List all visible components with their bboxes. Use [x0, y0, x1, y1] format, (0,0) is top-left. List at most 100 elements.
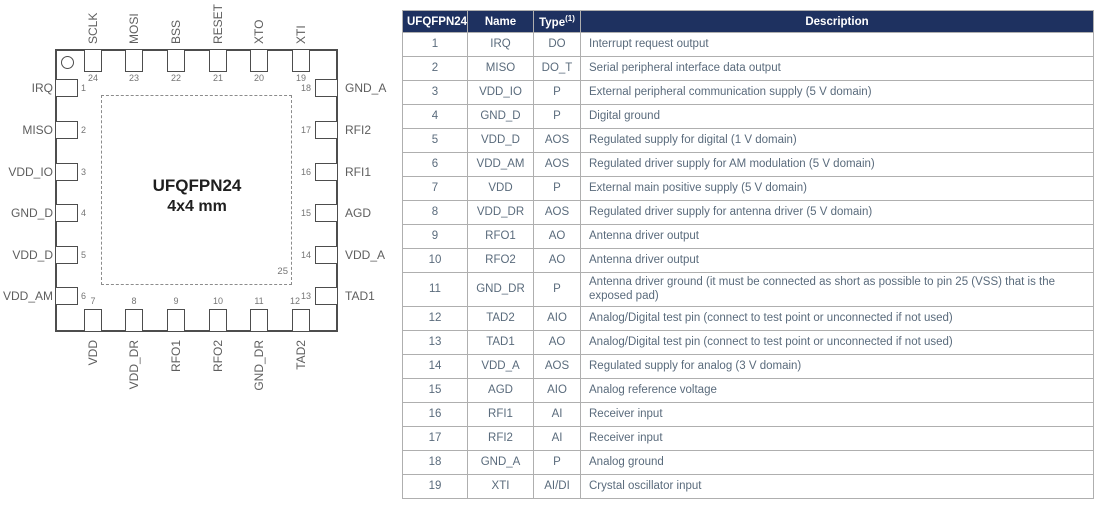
cell-pin: 7 [402, 176, 468, 201]
cell-type: AI [533, 426, 581, 451]
cell-desc: Regulated driver supply for antenna driv… [580, 200, 1094, 225]
cell-desc: Analog/Digital test pin (connect to test… [580, 306, 1094, 331]
cell-desc: Antenna driver output [580, 224, 1094, 249]
pin-pad [55, 163, 78, 181]
table-row: 4 GND_D P Digital ground [402, 104, 1094, 129]
table-row: 19 XTI AI/DI Crystal oscillator input [402, 474, 1094, 499]
cell-type: AOS [533, 152, 581, 177]
cell-desc: Regulated supply for digital (1 V domain… [580, 128, 1094, 153]
pin-label: VDD_D [12, 248, 53, 262]
cell-desc: Digital ground [580, 104, 1094, 129]
cell-name: VDD [467, 176, 534, 201]
header-row: UFQFPN24 Name Type(1) Description [402, 10, 1094, 33]
cell-desc: Receiver input [580, 402, 1094, 427]
table-row: 1 IRQ DO Interrupt request output [402, 32, 1094, 57]
table-row: 3 VDD_IO P External peripheral communicatio… [402, 80, 1094, 105]
cell-type: DO_T [533, 56, 581, 81]
pin-number: 4 [81, 208, 87, 218]
pin-pad [292, 49, 310, 72]
cell-desc: Antenna driver output [580, 248, 1094, 273]
cell-name: VDD_A [467, 354, 534, 379]
pin-label: TAD2 [294, 340, 308, 370]
pin-number: 23 [128, 73, 139, 83]
table-row: 15 AGD AIO Analog reference voltage [402, 378, 1094, 403]
cell-desc: Regulated driver supply for AM modulatio… [580, 152, 1094, 177]
cell-pin: 4 [402, 104, 468, 129]
cell-type: P [533, 80, 581, 105]
cell-name: AGD [467, 378, 534, 403]
pin-label: MOSI [127, 13, 141, 44]
pin-pad [315, 163, 338, 181]
pin-label: VDD_AM [2, 289, 53, 303]
pin-number: 17 [300, 125, 311, 135]
pin1-marker-icon [61, 56, 74, 69]
cell-name: GND_D [467, 104, 534, 129]
cell-pin: 2 [402, 56, 468, 81]
pin-pad [167, 49, 185, 72]
cell-name: VDD_D [467, 128, 534, 153]
pin-pad [55, 246, 78, 264]
table-row: 7 VDD P External main positive supply (5 V … [402, 176, 1094, 201]
cell-pin: 8 [402, 200, 468, 225]
pin-pad [209, 309, 227, 332]
cell-name: IRQ [467, 32, 534, 57]
pin-number: 6 [81, 291, 87, 301]
table-row: 9 RFO1 AO Antenna driver output [402, 224, 1094, 249]
pin-number: 8 [131, 296, 137, 306]
cell-desc: Analog ground [580, 450, 1094, 475]
cell-name: GND_DR [467, 272, 534, 307]
cell-type: AOS [533, 128, 581, 153]
pin-pad [55, 79, 78, 97]
pin-pad [55, 287, 78, 305]
cell-name: MISO [467, 56, 534, 81]
pin-label: IRQ [31, 81, 53, 95]
table-row: 14 VDD_A AOS Regulated supply for analog (3… [402, 354, 1094, 379]
pin-pad [250, 309, 268, 332]
pin-pad [209, 49, 227, 72]
pin-label: RFI1 [345, 165, 372, 179]
pin-pad [84, 309, 102, 332]
pin-number: 9 [173, 296, 179, 306]
cell-desc: External main positive supply (5 V domai… [580, 176, 1094, 201]
cell-name: VDD_IO [467, 80, 534, 105]
cell-name: VDD_AM [467, 152, 534, 177]
header-name: Name [467, 10, 534, 33]
cell-desc: Serial peripheral interface data output [580, 56, 1094, 81]
cell-pin: 13 [402, 330, 468, 355]
pin-pad [315, 121, 338, 139]
exposed-pad-outline [101, 95, 292, 285]
cell-type: DO [533, 32, 581, 57]
pin-pad [167, 309, 185, 332]
table-row: 18 GND_A P Analog ground [402, 450, 1094, 475]
table-row: 2 MISO DO_T Serial peripheral interface dat… [402, 56, 1094, 81]
cell-pin: 17 [402, 426, 468, 451]
cell-pin: 14 [402, 354, 468, 379]
cell-desc: Regulated supply for analog (3 V domain) [580, 354, 1094, 379]
pin-number: 10 [212, 296, 223, 306]
cell-pin: 9 [402, 224, 468, 249]
pin-number: 16 [300, 167, 311, 177]
pin-number: 1 [81, 83, 87, 93]
cell-type: P [533, 104, 581, 129]
pin-label: RFO2 [211, 340, 225, 373]
table-row: 13 TAD1 AO Analog/Digital test pin (connect… [402, 330, 1094, 355]
pin-label: VDD [86, 340, 100, 366]
pin-label: RFI2 [345, 123, 372, 137]
cell-pin: 15 [402, 378, 468, 403]
pin-pad [55, 204, 78, 222]
pin-number: 18 [300, 83, 311, 93]
table-row: 17 RFI2 AI Receiver input [402, 426, 1094, 451]
pin-label: MISO [22, 123, 53, 137]
pin-pad [125, 309, 143, 332]
pin-label: VDD_DR [127, 340, 141, 390]
pin-number: 13 [300, 291, 311, 301]
chip-title: UFQFPN24 4x4 mm [97, 175, 297, 217]
chip-diagram: UFQFPN24 4x4 mm 25 24 SCLK 23 MOSI 22 BSS 21 RE… [0, 0, 400, 515]
pin-pad [292, 309, 310, 332]
pin-number: 14 [300, 250, 311, 260]
pin-pad [315, 79, 338, 97]
cell-pin: 12 [402, 306, 468, 331]
cell-name: RFO1 [467, 224, 534, 249]
cell-name: XTI [467, 474, 534, 499]
cell-pin: 10 [402, 248, 468, 273]
